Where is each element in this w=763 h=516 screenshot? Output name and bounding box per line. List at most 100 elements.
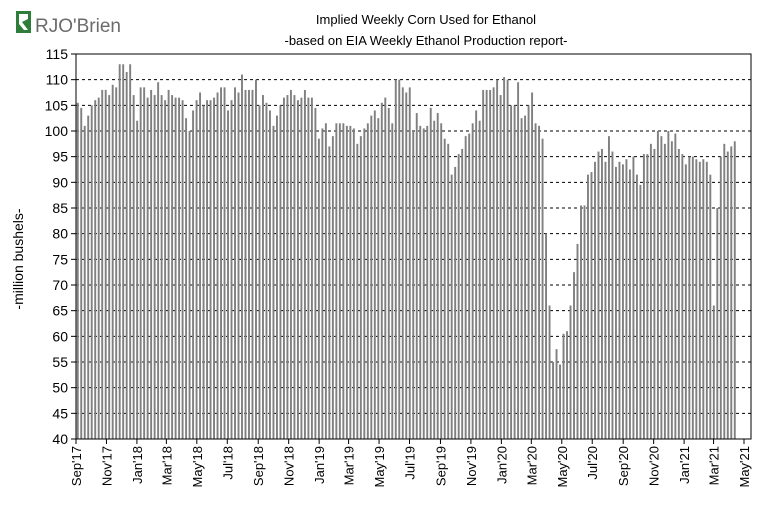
bar bbox=[230, 100, 233, 439]
bar bbox=[712, 305, 715, 439]
bar bbox=[321, 128, 324, 439]
bar bbox=[213, 97, 216, 439]
bar bbox=[611, 151, 614, 440]
bar bbox=[580, 205, 582, 439]
y-tick-label: 70 bbox=[52, 277, 68, 293]
y-tick-label: 95 bbox=[52, 149, 68, 165]
bar bbox=[705, 161, 708, 440]
bar bbox=[569, 305, 572, 439]
bar bbox=[726, 151, 729, 440]
plot-frame bbox=[75, 53, 752, 440]
bar bbox=[118, 64, 121, 440]
bar bbox=[188, 131, 191, 439]
y-tick-label: 50 bbox=[52, 380, 68, 396]
bar bbox=[167, 89, 170, 439]
bar bbox=[496, 79, 499, 440]
bar bbox=[667, 131, 670, 439]
bar bbox=[405, 92, 408, 439]
bar bbox=[111, 84, 114, 440]
x-tick-label: Jan'18 bbox=[130, 446, 145, 484]
bar bbox=[635, 174, 638, 439]
bar bbox=[83, 125, 86, 439]
bar bbox=[342, 123, 345, 440]
y-tick-label: 105 bbox=[45, 97, 69, 113]
bar bbox=[356, 143, 359, 440]
bar bbox=[160, 95, 163, 440]
bar bbox=[366, 123, 369, 440]
bar bbox=[401, 87, 404, 439]
bar bbox=[436, 113, 439, 440]
bar bbox=[492, 87, 495, 439]
bar bbox=[199, 92, 202, 439]
bar bbox=[272, 125, 275, 439]
bar bbox=[314, 107, 317, 440]
bar bbox=[380, 102, 383, 440]
bar bbox=[370, 115, 373, 439]
y-tick-label: 110 bbox=[46, 72, 69, 88]
bar bbox=[335, 123, 338, 440]
bar bbox=[164, 100, 167, 439]
bar bbox=[482, 89, 485, 439]
bar bbox=[202, 105, 205, 439]
bar bbox=[146, 97, 149, 439]
bar bbox=[475, 110, 478, 439]
x-tick-label: Jul'19 bbox=[403, 446, 418, 480]
bar bbox=[656, 131, 659, 439]
bar bbox=[485, 89, 488, 439]
bar bbox=[387, 107, 390, 440]
bar bbox=[733, 141, 736, 439]
bar bbox=[248, 89, 250, 439]
y-tick-label: 45 bbox=[52, 405, 68, 421]
bar bbox=[97, 97, 100, 439]
bar bbox=[541, 138, 544, 439]
bar bbox=[677, 148, 680, 439]
bar bbox=[331, 136, 334, 439]
y-axis-ticks: 40 45 50 55 60 65 70 75 80 85 90 95 100 105 110 115 bbox=[45, 46, 76, 447]
y-tick-label: 80 bbox=[52, 226, 68, 242]
bar bbox=[125, 71, 128, 439]
bar bbox=[377, 118, 380, 440]
bar bbox=[457, 154, 460, 439]
bar bbox=[716, 208, 719, 439]
bar bbox=[583, 205, 586, 439]
x-tick-label: Nov'17 bbox=[99, 446, 114, 486]
bar bbox=[545, 233, 548, 439]
bar bbox=[468, 133, 471, 440]
bar bbox=[181, 100, 184, 439]
bar bbox=[702, 159, 705, 439]
bar bbox=[244, 89, 247, 439]
bar bbox=[471, 123, 474, 440]
x-tick-label: Mar'18 bbox=[159, 446, 174, 485]
bar bbox=[206, 100, 209, 439]
bar bbox=[506, 79, 509, 440]
bar bbox=[223, 87, 226, 439]
bar bbox=[597, 151, 600, 440]
bar bbox=[621, 164, 624, 439]
bar bbox=[513, 105, 516, 439]
bar bbox=[258, 105, 261, 439]
bar bbox=[349, 125, 352, 439]
logo-mark-glyph bbox=[19, 14, 28, 30]
bar bbox=[227, 110, 229, 439]
bar bbox=[195, 100, 198, 439]
bar bbox=[419, 125, 422, 439]
bar bbox=[440, 123, 443, 440]
bar bbox=[527, 105, 530, 439]
y-tick-label: 100 bbox=[45, 123, 69, 139]
bar bbox=[520, 118, 523, 440]
bar bbox=[517, 82, 520, 439]
bar bbox=[660, 136, 663, 439]
logo-text: RJO'Brien bbox=[35, 16, 121, 37]
x-tick-label: Jan'20 bbox=[494, 446, 509, 484]
bar bbox=[639, 184, 642, 439]
bar bbox=[642, 154, 645, 439]
y-tick-label: 90 bbox=[52, 174, 68, 190]
bar bbox=[317, 138, 320, 439]
bar bbox=[614, 166, 617, 439]
x-tick-label: Jul'18 bbox=[220, 446, 235, 480]
x-tick-label: May'20 bbox=[555, 446, 570, 488]
bar bbox=[307, 97, 310, 439]
bar bbox=[698, 161, 701, 440]
bar bbox=[730, 146, 733, 439]
